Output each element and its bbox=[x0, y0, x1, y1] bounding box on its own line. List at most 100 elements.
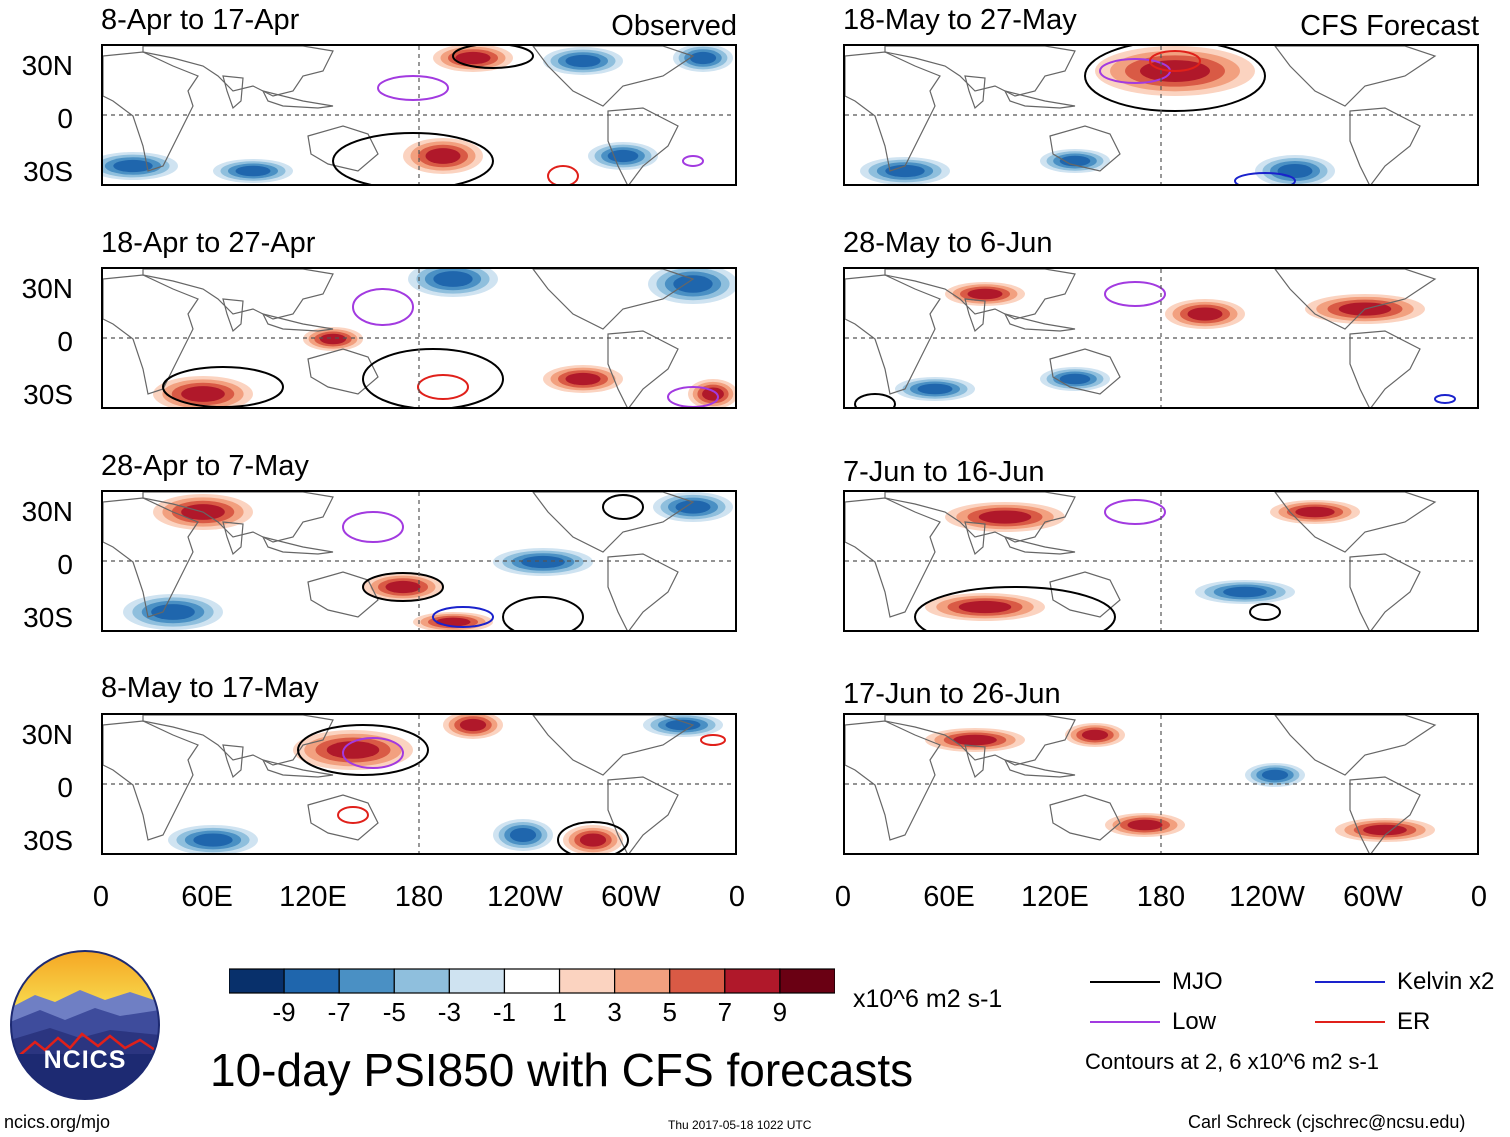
lat-label: 30N bbox=[21, 273, 73, 304]
colorbar-swatch bbox=[669, 968, 726, 994]
main-title: 10-day PSI850 with CFS forecasts bbox=[210, 1044, 914, 1096]
footer-url[interactable]: ncics.org/mjo bbox=[4, 1112, 111, 1132]
lon-label: 60W bbox=[1343, 881, 1403, 913]
contour-line bbox=[1434, 394, 1456, 404]
coastline bbox=[532, 46, 695, 107]
coastline bbox=[1274, 269, 1437, 330]
anomaly-shading bbox=[1295, 506, 1335, 518]
legend-line-low bbox=[1090, 1021, 1160, 1023]
coastline bbox=[532, 269, 695, 330]
coastline bbox=[1349, 330, 1421, 407]
contour-line bbox=[1249, 603, 1281, 621]
anomaly-shading bbox=[459, 718, 487, 732]
coastline bbox=[1349, 776, 1421, 853]
lon-label: 120E bbox=[1021, 881, 1089, 913]
map-forecast-3 bbox=[843, 490, 1479, 632]
contour-line bbox=[1149, 50, 1201, 72]
contour-line bbox=[854, 393, 896, 407]
map-observed-3 bbox=[101, 490, 737, 632]
coastline bbox=[307, 571, 379, 618]
coastline bbox=[103, 274, 199, 395]
colorbar-tick-label: -5 bbox=[382, 997, 406, 1027]
coastline bbox=[532, 715, 695, 776]
legend-label: MJO bbox=[1172, 968, 1223, 995]
legend-line-kelvin-x2 bbox=[1315, 981, 1385, 983]
lon-label: 0 bbox=[92, 881, 110, 913]
map-observed-4 bbox=[101, 713, 737, 855]
anomaly-shading bbox=[425, 148, 461, 164]
contour-line bbox=[700, 734, 726, 746]
lat-label: 30S bbox=[23, 602, 73, 633]
coastline bbox=[1049, 794, 1121, 841]
panel-title-obs-1: 8-Apr to 17-Apr bbox=[101, 4, 300, 36]
contour-line bbox=[332, 132, 494, 184]
lon-label: 0 bbox=[834, 881, 852, 913]
colorbar-swatch bbox=[558, 968, 616, 994]
coastline bbox=[222, 521, 244, 556]
panel-title-fcst-2: 28-May to 6-Jun bbox=[843, 227, 1053, 259]
legend-line-er bbox=[1315, 1021, 1385, 1023]
lat-label: 0 bbox=[57, 326, 73, 357]
anomaly-shading bbox=[455, 51, 491, 65]
anomaly-shading bbox=[958, 600, 1012, 614]
coastline bbox=[845, 51, 941, 172]
anomaly-shading bbox=[967, 288, 1003, 300]
lon-label: 0 bbox=[1470, 881, 1488, 913]
panel-title-fcst-1: 18-May to 27-May bbox=[843, 4, 1077, 36]
colorbar-tick-label: 9 bbox=[772, 997, 788, 1027]
lat-label: 30N bbox=[21, 719, 73, 750]
coastline bbox=[103, 51, 199, 172]
anomaly-shading bbox=[1223, 586, 1267, 598]
panel-title-obs-2: 18-Apr to 27-Apr bbox=[101, 227, 316, 259]
map-observed-1 bbox=[101, 44, 737, 186]
coastline bbox=[1049, 348, 1121, 395]
coastline bbox=[222, 298, 244, 333]
lon-label: 180 bbox=[394, 881, 444, 913]
lon-label: 0 bbox=[728, 881, 746, 913]
anomaly-shading bbox=[702, 387, 724, 401]
anomaly-shading bbox=[181, 386, 225, 402]
anomaly-shading bbox=[665, 719, 701, 731]
anomaly-shading bbox=[193, 833, 233, 847]
anomaly-shading bbox=[521, 555, 565, 569]
colorbar-swatch bbox=[393, 968, 450, 994]
legend-line-mjo bbox=[1090, 981, 1160, 983]
lat-label: 0 bbox=[57, 549, 73, 580]
colorbar-tick-label: -1 bbox=[492, 997, 517, 1027]
coastline bbox=[1003, 313, 1076, 332]
colorbar-swatch bbox=[614, 968, 671, 994]
lat-label: 30N bbox=[21, 496, 73, 527]
lat-label: 0 bbox=[57, 772, 73, 803]
coastline bbox=[1003, 759, 1076, 778]
anomaly-shading bbox=[565, 54, 601, 68]
colorbar-tick-label: 3 bbox=[607, 997, 622, 1027]
anomaly-shading bbox=[113, 159, 153, 173]
anomaly-shading bbox=[1187, 307, 1223, 321]
coastline bbox=[103, 720, 199, 841]
anomaly-shading bbox=[689, 51, 717, 65]
lat-label: 30S bbox=[23, 156, 73, 187]
logo-text: NCICS bbox=[43, 1046, 127, 1074]
coastline bbox=[103, 497, 199, 618]
anomaly-shading bbox=[235, 165, 271, 177]
contour-line bbox=[682, 155, 704, 167]
coastline bbox=[261, 759, 334, 778]
colorbar-tick-label: 1 bbox=[552, 997, 567, 1027]
panel-title-obs-3: 28-Apr to 7-May bbox=[101, 450, 309, 482]
contour-line bbox=[342, 737, 404, 769]
contour-line bbox=[352, 288, 414, 326]
coastline bbox=[607, 330, 679, 407]
coastline bbox=[1274, 715, 1437, 776]
contour-line bbox=[914, 586, 1116, 630]
contour-line bbox=[377, 75, 449, 101]
footer-timestamp: Thu 2017-05-18 1022 UTC bbox=[668, 1118, 812, 1132]
anomaly-shading bbox=[953, 734, 997, 746]
coastline bbox=[1049, 571, 1121, 618]
colorbar-tick-label: -3 bbox=[437, 997, 461, 1027]
coastline bbox=[964, 521, 986, 556]
colorbar-tick-label: -9 bbox=[272, 997, 296, 1027]
coastline bbox=[845, 274, 941, 395]
coastline bbox=[1003, 536, 1076, 555]
coastline bbox=[1274, 46, 1437, 107]
contour-line bbox=[547, 165, 579, 184]
